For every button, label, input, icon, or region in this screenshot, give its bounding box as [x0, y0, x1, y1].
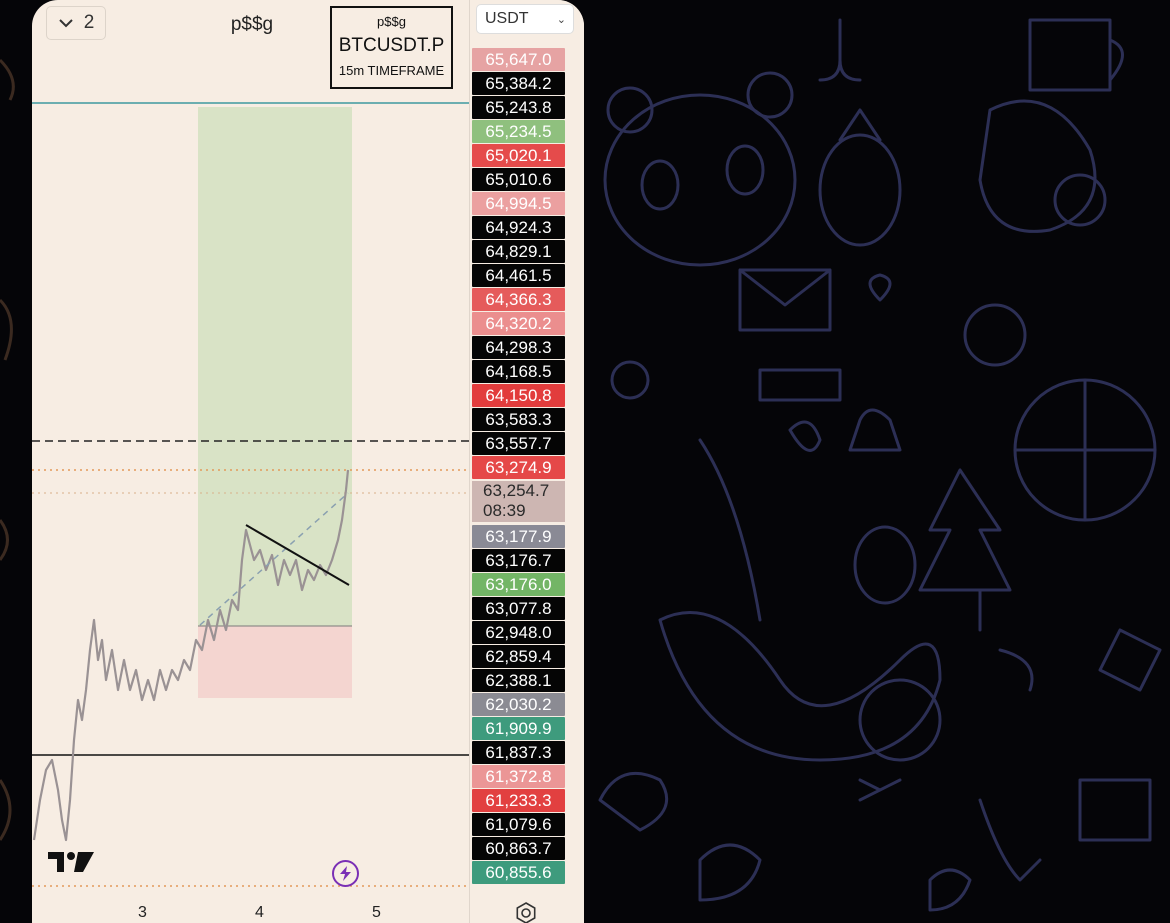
current-price-value: 63,254.7	[483, 481, 550, 500]
layout-count: 2	[83, 12, 95, 33]
price-level-label: 64,320.2	[472, 312, 565, 335]
tradingview-chart-panel: 2 p$$g p$$g BTCUSDT.P 15m TIMEFRAME 3 4 …	[32, 0, 584, 923]
price-level-label: 64,168.5	[472, 360, 565, 383]
price-level-label: 63,583.3	[472, 408, 565, 431]
price-series	[32, 469, 350, 842]
price-level-label: 64,366.3	[472, 288, 565, 311]
price-level-label: 61,372.8	[472, 765, 565, 788]
time-label-4: 4	[255, 904, 264, 921]
current-price-label: 63,254.7 08:39	[472, 481, 565, 522]
price-level-label: 65,647.0	[472, 48, 565, 71]
price-level-label: 63,176.7	[472, 549, 565, 572]
price-level-label: 64,461.5	[472, 264, 565, 287]
price-level-label: 63,557.7	[472, 432, 565, 455]
price-level-label: 65,384.2	[472, 72, 565, 95]
chart-title: p$$g	[230, 14, 274, 35]
price-level-label: 60,855.6	[472, 861, 565, 884]
price-level-label: 64,829.1	[472, 240, 565, 263]
price-level-label: 62,859.4	[472, 645, 565, 668]
chevron-down-icon	[58, 19, 73, 28]
price-level-label: 61,837.3	[472, 741, 565, 764]
time-label-5: 5	[372, 904, 381, 921]
price-level-label: 64,994.5	[472, 192, 565, 215]
symbol-name: BTCUSDT.P	[338, 35, 445, 56]
layout-collapse-button[interactable]: 2	[46, 6, 106, 40]
price-level-label: 62,030.2	[472, 693, 565, 716]
price-level-label: 60,863.7	[472, 837, 565, 860]
price-level-label: 65,243.8	[472, 96, 565, 119]
stop-zone	[198, 626, 352, 698]
price-level-label: 64,298.3	[472, 336, 565, 359]
price-level-label: 61,079.6	[472, 813, 565, 836]
gear-icon[interactable]	[515, 902, 537, 923]
price-level-label: 65,020.1	[472, 144, 565, 167]
price-level-label: 65,010.6	[472, 168, 565, 191]
symbol-box-title: p$$g	[377, 14, 406, 29]
bar-countdown: 08:39	[483, 501, 526, 520]
tradingview-logo-icon[interactable]	[48, 850, 94, 874]
price-level-label: 62,948.0	[472, 621, 565, 644]
price-scale[interactable]: USDT ⌄ 65,647.0 65,384.2 65,243.8 65,234.5 6…	[469, 0, 584, 923]
price-level-label: 62,388.1	[472, 669, 565, 692]
price-level-label: 64,924.3	[472, 216, 565, 239]
price-level-label: 63,176.0	[472, 573, 565, 596]
price-level-label: 64,150.8	[472, 384, 565, 407]
price-level-label: 61,909.9	[472, 717, 565, 740]
lightning-bolt-icon[interactable]	[332, 860, 359, 887]
currency-value: USDT	[485, 10, 529, 27]
price-level-label: 63,077.8	[472, 597, 565, 620]
price-level-label: 65,234.5	[472, 120, 565, 143]
timeframe-label: 15m TIMEFRAME	[338, 63, 445, 78]
target-zone	[198, 107, 352, 626]
symbol-info-box: p$$g BTCUSDT.P 15m TIMEFRAME	[330, 6, 453, 89]
price-level-label: 63,274.9	[472, 456, 565, 479]
currency-select[interactable]: USDT ⌄	[476, 4, 574, 34]
price-level-label: 63,177.9	[472, 525, 565, 548]
chevron-down-icon: ⌄	[556, 14, 566, 26]
price-level-label: 61,233.3	[472, 789, 565, 812]
price-chart[interactable]	[32, 0, 469, 923]
time-label-3: 3	[138, 904, 147, 921]
